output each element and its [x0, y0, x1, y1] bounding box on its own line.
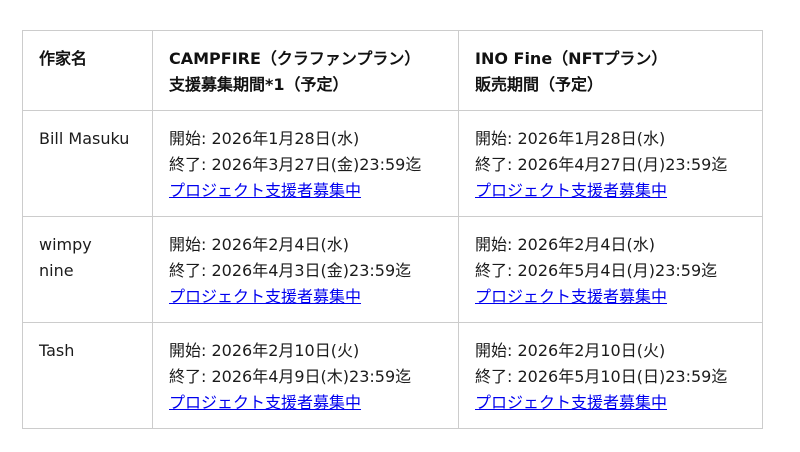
table-row: Tash 開始: 2026年2月10日(火) 終了: 2026年4月9日(木)2…: [22, 322, 763, 429]
ino-end-date: 終了: 2026年5月4日(月)23:59迄: [475, 261, 718, 280]
campfire-end-date: 終了: 2026年4月3日(金)23:59迄: [169, 261, 412, 280]
project-support-link[interactable]: プロジェクト支援者募集中: [475, 393, 668, 412]
column-header-author: 作家名: [22, 30, 153, 111]
ino-start-date: 開始: 2026年1月28日(水): [475, 129, 666, 148]
column-header-ino-line1: INO Fine（NFTプラン）: [475, 49, 668, 68]
campfire-start-date: 開始: 2026年2月4日(水): [169, 235, 350, 254]
ino-schedule-cell: 開始: 2026年2月10日(火) 終了: 2026年5月10日(日)23:59…: [458, 322, 763, 429]
author-name: Tash: [22, 322, 153, 429]
column-header-campfire-line1: CAMPFIRE（クラファンプラン）: [169, 49, 421, 68]
campfire-end-date: 終了: 2026年3月27日(金)23:59迄: [169, 155, 422, 174]
author-name: Bill Masuku: [22, 110, 153, 217]
column-header-author-label: 作家名: [39, 49, 88, 68]
ino-start-date: 開始: 2026年2月10日(火): [475, 341, 666, 360]
schedule-table: 作家名 CAMPFIRE（クラファンプラン） 支援募集期間*1（予定） INO …: [22, 30, 763, 429]
project-support-link[interactable]: プロジェクト支援者募集中: [475, 181, 668, 200]
ino-end-date: 終了: 2026年5月10日(日)23:59迄: [475, 367, 728, 386]
campfire-schedule-cell: 開始: 2026年2月10日(火) 終了: 2026年4月9日(木)23:59迄…: [152, 322, 459, 429]
campfire-schedule-cell: 開始: 2026年1月28日(水) 終了: 2026年3月27日(金)23:59…: [152, 110, 459, 217]
schedule-table-container: 作家名 CAMPFIRE（クラファンプラン） 支援募集期間*1（予定） INO …: [22, 30, 763, 429]
table-header-row: 作家名 CAMPFIRE（クラファンプラン） 支援募集期間*1（予定） INO …: [22, 30, 763, 111]
campfire-schedule-cell: 開始: 2026年2月4日(水) 終了: 2026年4月3日(金)23:59迄 …: [152, 216, 459, 323]
column-header-ino: INO Fine（NFTプラン） 販売期間（予定）: [458, 30, 763, 111]
ino-schedule-cell: 開始: 2026年2月4日(水) 終了: 2026年5月4日(月)23:59迄 …: [458, 216, 763, 323]
column-header-campfire-line2: 支援募集期間*1（予定）: [169, 75, 349, 94]
column-header-ino-line2: 販売期間（予定）: [475, 75, 604, 94]
campfire-start-date: 開始: 2026年1月28日(水): [169, 129, 360, 148]
project-support-link[interactable]: プロジェクト支援者募集中: [169, 181, 362, 200]
author-name: wimpy nine: [22, 216, 153, 323]
project-support-link[interactable]: プロジェクト支援者募集中: [475, 287, 668, 306]
table-row: wimpy nine 開始: 2026年2月4日(水) 終了: 2026年4月3…: [22, 216, 763, 323]
campfire-end-date: 終了: 2026年4月9日(木)23:59迄: [169, 367, 412, 386]
project-support-link[interactable]: プロジェクト支援者募集中: [169, 287, 362, 306]
column-header-campfire: CAMPFIRE（クラファンプラン） 支援募集期間*1（予定）: [152, 30, 459, 111]
ino-start-date: 開始: 2026年2月4日(水): [475, 235, 656, 254]
project-support-link[interactable]: プロジェクト支援者募集中: [169, 393, 362, 412]
table-row: Bill Masuku 開始: 2026年1月28日(水) 終了: 2026年3…: [22, 110, 763, 217]
ino-schedule-cell: 開始: 2026年1月28日(水) 終了: 2026年4月27日(月)23:59…: [458, 110, 763, 217]
campfire-start-date: 開始: 2026年2月10日(火): [169, 341, 360, 360]
ino-end-date: 終了: 2026年4月27日(月)23:59迄: [475, 155, 728, 174]
